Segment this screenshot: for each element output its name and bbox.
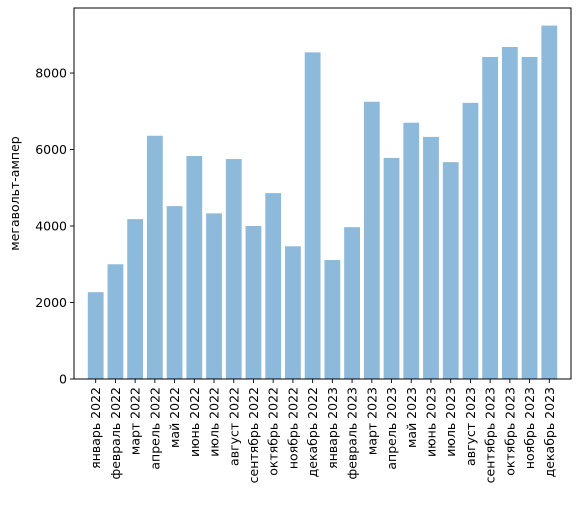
bar-2 <box>107 264 124 379</box>
bar-16 <box>383 157 400 379</box>
x-tick-label: декабрь 2023 <box>542 387 557 477</box>
x-tick-label: май 2022 <box>167 387 182 448</box>
x-tick-label: июнь 2022 <box>187 387 202 457</box>
y-tick-label: 8000 <box>35 66 67 81</box>
bar-21 <box>482 56 499 380</box>
bar-6 <box>186 156 203 379</box>
bar-23 <box>521 56 538 380</box>
y-axis-label: мегавольт-ампер <box>7 136 22 250</box>
x-tick-label: июль 2023 <box>443 387 458 457</box>
x-tick-label: апрель 2022 <box>147 387 162 470</box>
bar-1 <box>87 292 104 379</box>
bars-group <box>87 25 558 380</box>
bar-18 <box>423 136 439 379</box>
x-tick-label: август 2023 <box>463 387 478 466</box>
bar-10 <box>265 193 282 379</box>
x-tick-label: январь 2023 <box>325 387 340 469</box>
y-tick-label: 2000 <box>35 295 67 310</box>
bar-4 <box>146 135 163 379</box>
x-tick-label: апрель 2023 <box>384 387 399 470</box>
y-tick-label: 6000 <box>35 142 67 157</box>
bar-14 <box>344 227 360 379</box>
plot-frame <box>73 7 572 380</box>
x-axis: январь 2022 февраль 2022 март 2022 апрель 2… <box>88 379 557 483</box>
y-axis: 0 2000 4000 6000 8000 <box>35 66 74 387</box>
x-tick-label: май 2023 <box>404 387 419 448</box>
bar-7 <box>206 213 222 379</box>
x-tick-label: февраль 2023 <box>345 387 360 479</box>
bar-5 <box>166 206 183 379</box>
bar-20 <box>462 102 479 379</box>
x-tick-label: сентябрь 2023 <box>483 387 498 483</box>
x-tick-label: январь 2022 <box>88 387 103 469</box>
x-tick-label: ноябрь 2022 <box>285 387 300 469</box>
y-tick-label: 4000 <box>35 219 67 234</box>
x-tick-label: октябрь 2022 <box>266 387 281 476</box>
y-tick-label: 0 <box>59 372 67 387</box>
x-tick-label: август 2022 <box>226 387 241 466</box>
bar-8 <box>225 159 242 379</box>
x-tick-label: октябрь 2023 <box>502 387 517 476</box>
x-tick-label: сентябрь 2022 <box>246 387 261 483</box>
x-tick-label: март 2022 <box>128 387 143 455</box>
bar-12 <box>304 52 321 380</box>
bar-3 <box>127 219 144 379</box>
bar-24 <box>541 25 558 380</box>
bar-15 <box>363 101 380 380</box>
bar-11 <box>285 246 301 379</box>
x-tick-label: июль 2022 <box>207 387 222 457</box>
x-tick-label: ноябрь 2023 <box>522 387 537 469</box>
bar-22 <box>501 47 518 379</box>
bar-13 <box>324 260 341 379</box>
bar-19 <box>442 162 459 379</box>
x-tick-label: февраль 2022 <box>108 387 123 479</box>
x-tick-label: июнь 2023 <box>423 387 438 457</box>
x-tick-label: декабрь 2022 <box>305 387 320 477</box>
bar-17 <box>403 122 420 380</box>
x-tick-label: март 2023 <box>364 387 379 455</box>
bar-9 <box>245 226 262 379</box>
